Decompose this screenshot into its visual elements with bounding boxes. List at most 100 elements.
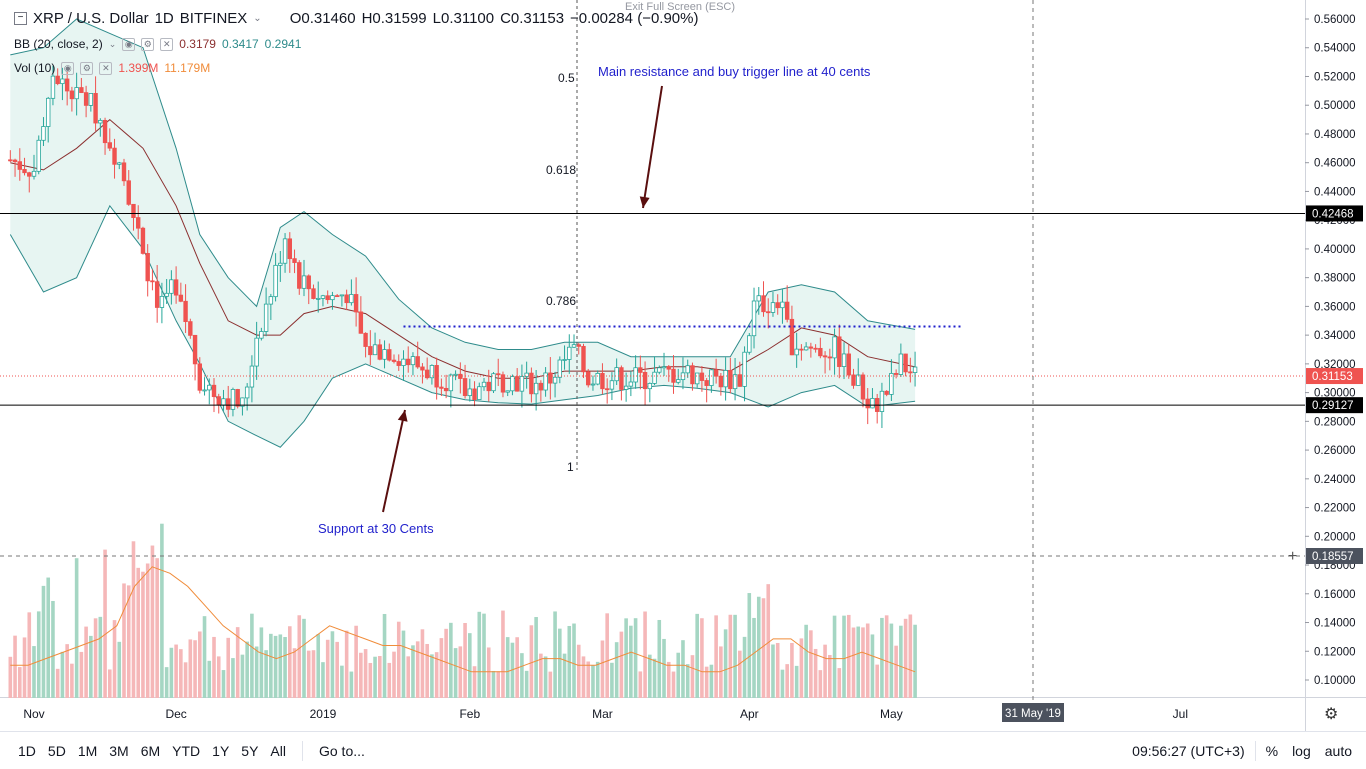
candle-body xyxy=(538,382,544,391)
timeframe-1m[interactable]: 1M xyxy=(77,742,98,759)
close-icon[interactable]: ✕ xyxy=(160,37,174,51)
volume-bar xyxy=(719,646,723,698)
goto-button[interactable]: Go to... xyxy=(318,742,365,759)
volume-bar xyxy=(41,585,46,698)
collapse-icon[interactable]: − xyxy=(14,12,27,25)
timeframe-3m[interactable]: 3M xyxy=(109,742,129,759)
candle-body xyxy=(718,375,724,388)
y-tick-label: 0.20000 xyxy=(1314,531,1356,543)
timeframe-1y[interactable]: 1Y xyxy=(212,742,230,759)
candle-body xyxy=(439,386,444,389)
candle-body xyxy=(306,275,311,290)
candle-body xyxy=(600,372,605,390)
candle-body xyxy=(363,332,368,347)
candle-body xyxy=(770,302,776,313)
volume-bar xyxy=(240,654,245,698)
clock-display[interactable]: 09:56:27 (UTC+3) xyxy=(1132,742,1245,759)
volume-bar xyxy=(804,624,808,698)
settings-icon[interactable]: ⚙ xyxy=(80,61,94,75)
volume-bar xyxy=(316,634,321,698)
candle-body xyxy=(813,347,818,350)
log-toggle[interactable]: log xyxy=(1292,742,1311,759)
candle-body xyxy=(638,367,643,373)
volume-bar xyxy=(126,585,131,698)
candle-body xyxy=(353,294,359,313)
settings-icon[interactable]: ⚙ xyxy=(141,37,155,51)
volume-bar xyxy=(226,637,231,698)
volume-bar xyxy=(558,628,562,698)
candle-body xyxy=(567,346,572,360)
timeframe-all[interactable]: All xyxy=(270,742,286,759)
timeframe-5d[interactable]: 5D xyxy=(47,742,66,759)
volume-bar xyxy=(245,641,249,698)
volume-bar xyxy=(287,626,292,698)
chart-canvas[interactable]: 0.100000.120000.140000.160000.180000.200… xyxy=(0,0,1366,731)
toolbar-divider xyxy=(301,740,303,761)
support-arrow[interactable] xyxy=(382,409,406,513)
volume-bar xyxy=(117,641,122,698)
volume-bar xyxy=(122,583,126,698)
candle-body xyxy=(510,376,515,392)
candle-body xyxy=(775,302,780,309)
vol-label[interactable]: Vol (10) xyxy=(14,61,56,75)
volume-bar xyxy=(889,623,894,698)
volume-bar xyxy=(84,626,88,698)
volume-bar xyxy=(662,638,666,698)
volume-bar xyxy=(292,648,297,698)
volume-bar xyxy=(278,634,283,698)
candle-body xyxy=(898,353,904,375)
percent-toggle[interactable]: % xyxy=(1265,742,1279,759)
volume-bar xyxy=(700,618,704,698)
resistance-price-tag-bg xyxy=(1306,205,1363,222)
candle-body xyxy=(737,374,743,387)
volume-bar xyxy=(254,646,259,698)
candle-body xyxy=(908,371,913,374)
candle-body xyxy=(145,253,150,282)
candle-body xyxy=(462,378,468,397)
volume-bar xyxy=(164,667,169,698)
volume-bar xyxy=(809,630,813,698)
auto-toggle[interactable]: auto xyxy=(1324,742,1352,759)
candle-body xyxy=(226,398,231,410)
candle-body xyxy=(183,300,188,323)
timeframe-1d[interactable]: 1D xyxy=(18,742,36,759)
eye-icon[interactable]: ◉ xyxy=(61,61,75,75)
symbol-name[interactable]: XRP / U.S. Dollar xyxy=(33,10,149,27)
volume-bar xyxy=(141,571,145,698)
volume-bar xyxy=(572,623,576,698)
volume-bar xyxy=(486,647,491,698)
candle-body xyxy=(164,292,169,297)
volume-bar xyxy=(501,610,505,698)
chevron-down-icon[interactable]: ⌄ xyxy=(108,38,117,49)
volume-bar xyxy=(828,654,832,698)
timeframe-ytd[interactable]: YTD xyxy=(172,742,201,759)
candle-body xyxy=(377,344,383,360)
volume-bar xyxy=(586,661,591,698)
x-tick-label: Apr xyxy=(740,707,759,721)
y-tick-label: 0.50000 xyxy=(1314,100,1356,112)
candle-body xyxy=(216,396,221,406)
gear-icon[interactable]: ⚙ xyxy=(1324,706,1339,723)
ohlc-high: H0.31599 xyxy=(361,10,427,27)
candle-body xyxy=(244,386,250,399)
crosshair-plus-icon[interactable]: + xyxy=(1288,548,1297,565)
volume-bar xyxy=(491,670,496,698)
candle-body xyxy=(865,398,870,409)
y-tick-label: 0.22000 xyxy=(1314,503,1356,515)
volume-bar xyxy=(368,662,373,698)
timeframe-5y[interactable]: 5Y xyxy=(241,742,259,759)
exit-fullscreen-hint[interactable]: Exit Full Screen (ESC) xyxy=(625,1,736,13)
resistance-arrow[interactable] xyxy=(642,85,663,209)
candle-body xyxy=(491,373,496,392)
candle-body xyxy=(453,373,458,376)
cursor-date-tag: 31 May '19 xyxy=(1005,708,1061,720)
bb-label[interactable]: BB (20, close, 2) xyxy=(14,37,103,51)
volume-bar xyxy=(832,615,837,698)
candle-body xyxy=(604,388,610,391)
volume-bar xyxy=(449,622,453,698)
eye-icon[interactable]: ◉ xyxy=(122,37,136,51)
close-icon[interactable]: ✕ xyxy=(99,61,113,75)
support-price-tag-bg xyxy=(1306,397,1363,414)
chevron-down-icon[interactable]: ⌄ xyxy=(253,13,262,24)
timeframe-6m[interactable]: 6M xyxy=(140,742,161,759)
